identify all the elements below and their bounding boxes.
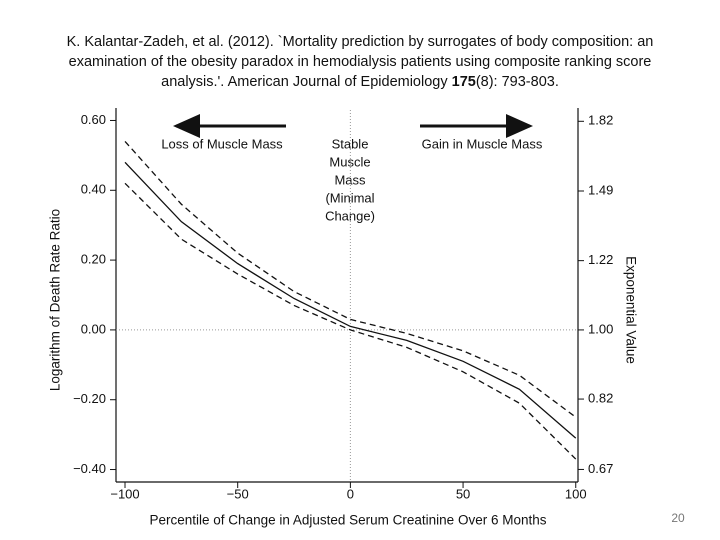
citation-line: examination of the obesity paradox in he… bbox=[69, 54, 652, 70]
y-tick-label: −0.20 bbox=[73, 391, 106, 406]
y-axis-label: Logarithm of Death Rate Ratio bbox=[48, 209, 63, 391]
x-tick-label: 0 bbox=[347, 486, 354, 501]
y2-tick-label: 1.49 bbox=[588, 182, 613, 197]
x-tick-label: −100 bbox=[110, 486, 139, 501]
annotation: Loss of Muscle Mass bbox=[161, 136, 283, 151]
y2-tick-label: 0.67 bbox=[588, 461, 613, 476]
x-tick-label: −50 bbox=[227, 486, 249, 501]
y-tick-label: −0.40 bbox=[73, 461, 106, 476]
citation-pages: (8): 793-803. bbox=[476, 74, 559, 90]
citation-text: analysis.'. American Journal of Epidemio… bbox=[161, 74, 452, 90]
citation-volume: 175 bbox=[452, 74, 476, 90]
x-tick-label: 50 bbox=[456, 486, 470, 501]
series-line bbox=[124, 161, 577, 439]
y-tick-label: 0.40 bbox=[81, 182, 106, 197]
y-tick-label: 0.20 bbox=[81, 252, 106, 267]
y2-axis-label: Exponential Value bbox=[623, 256, 638, 364]
y-tick-label: 0.60 bbox=[81, 112, 106, 127]
page-number: 20 bbox=[671, 511, 685, 525]
series-line bbox=[124, 140, 577, 418]
y2-tick-label: 1.22 bbox=[588, 252, 613, 267]
citation-line: K. Kalantar-Zadeh, et al. (2012). `Morta… bbox=[67, 34, 654, 50]
y2-tick-label: 1.00 bbox=[588, 321, 613, 336]
x-tick-label: 100 bbox=[565, 486, 587, 501]
x-axis-label: Percentile of Change in Adjusted Serum C… bbox=[150, 513, 547, 528]
y2-tick-label: 0.82 bbox=[588, 390, 613, 405]
y-tick-label: 0.00 bbox=[81, 321, 106, 336]
annotation: Gain in Muscle Mass bbox=[422, 136, 543, 151]
series-line bbox=[124, 182, 577, 460]
y2-tick-label: 1.82 bbox=[588, 113, 613, 128]
citation-line: analysis.'. American Journal of Epidemio… bbox=[161, 74, 559, 90]
